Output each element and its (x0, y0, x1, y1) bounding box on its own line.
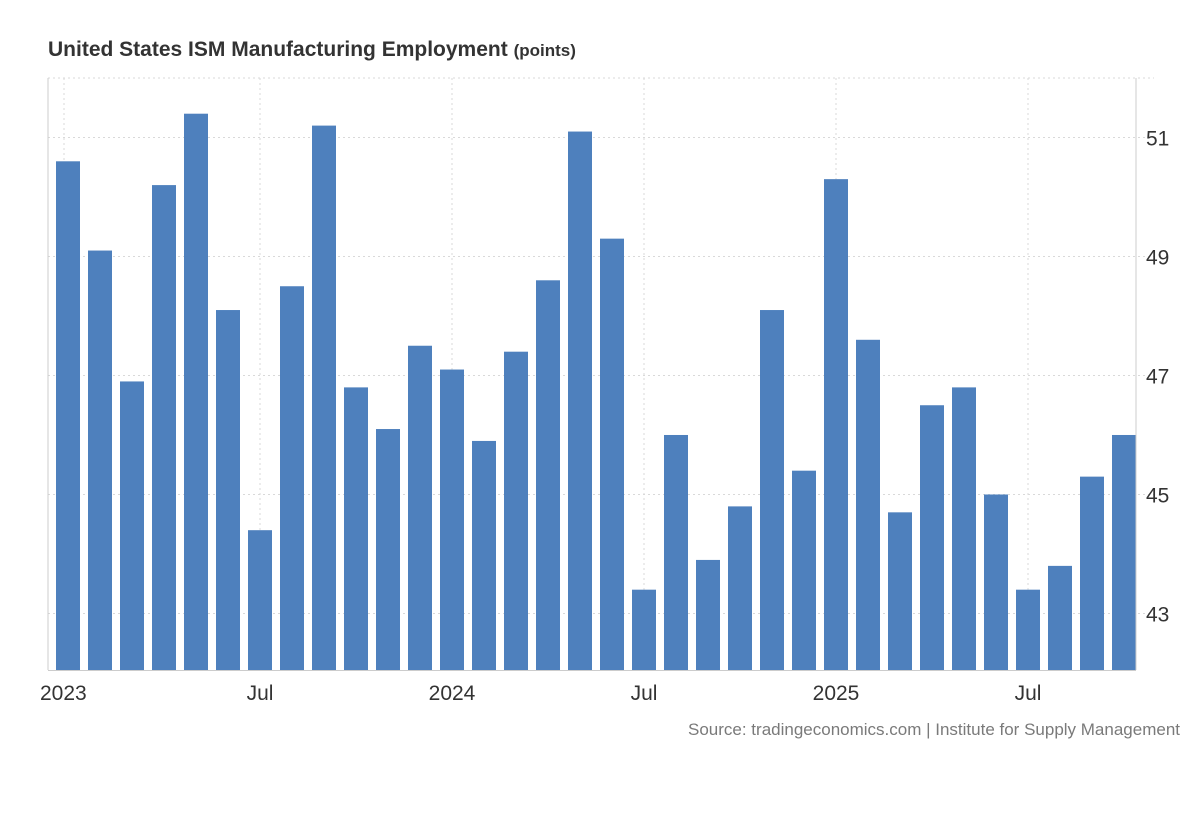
bar-chart: 43 45 47 49 51 2023 Jul 2024 Jul 2025 Jul (40, 77, 1169, 705)
bar (600, 238, 624, 670)
x-tick-label: Jul (247, 682, 274, 705)
bar (312, 125, 336, 670)
bar (760, 310, 784, 670)
bar (472, 440, 496, 670)
bar (120, 381, 144, 670)
source-note: Source: tradingeconomics.com | Institute… (688, 720, 1180, 739)
bar (280, 286, 304, 670)
bar (568, 131, 592, 671)
bar (792, 470, 816, 670)
x-tick-label: 2023 (40, 682, 87, 705)
x-tick-label: 2024 (429, 682, 476, 705)
bar (184, 113, 208, 671)
bar (216, 310, 240, 670)
axis-layer: 43 45 47 49 51 2023 Jul 2024 Jul 2025 Jul (40, 78, 1169, 705)
bar (408, 345, 432, 670)
chart-unit-label: (points) (513, 41, 576, 60)
bar (984, 494, 1008, 670)
bar (728, 506, 752, 670)
bar (440, 369, 464, 670)
bar (856, 339, 880, 670)
bar (888, 512, 912, 670)
bar (1016, 589, 1040, 670)
y-tick-label: 51 (1146, 127, 1169, 150)
bar (344, 387, 368, 670)
bar (152, 185, 176, 671)
bar (664, 434, 688, 670)
y-tick-label: 45 (1146, 484, 1169, 507)
chart-title: United States ISM Manufacturing Employme… (48, 38, 576, 62)
bar (920, 405, 944, 670)
bar (376, 429, 400, 670)
x-tick-label: Jul (1015, 682, 1042, 705)
bar (1080, 476, 1104, 670)
bar (696, 559, 720, 670)
bar (952, 387, 976, 670)
bar (536, 280, 560, 670)
x-tick-label: Jul (631, 682, 658, 705)
bar (56, 161, 80, 670)
bar (88, 250, 112, 670)
bar (1048, 565, 1072, 670)
x-tick-label: 2025 (813, 682, 860, 705)
y-tick-label: 43 (1146, 603, 1169, 626)
bar (248, 530, 272, 670)
chart-title-text: United States ISM Manufacturing Employme… (48, 38, 508, 61)
y-tick-label: 49 (1146, 246, 1169, 269)
bars-layer (56, 113, 1136, 671)
bar (504, 351, 528, 670)
bar (632, 589, 656, 670)
bar (1112, 434, 1136, 670)
y-tick-label: 47 (1146, 365, 1169, 388)
bar (824, 179, 848, 670)
